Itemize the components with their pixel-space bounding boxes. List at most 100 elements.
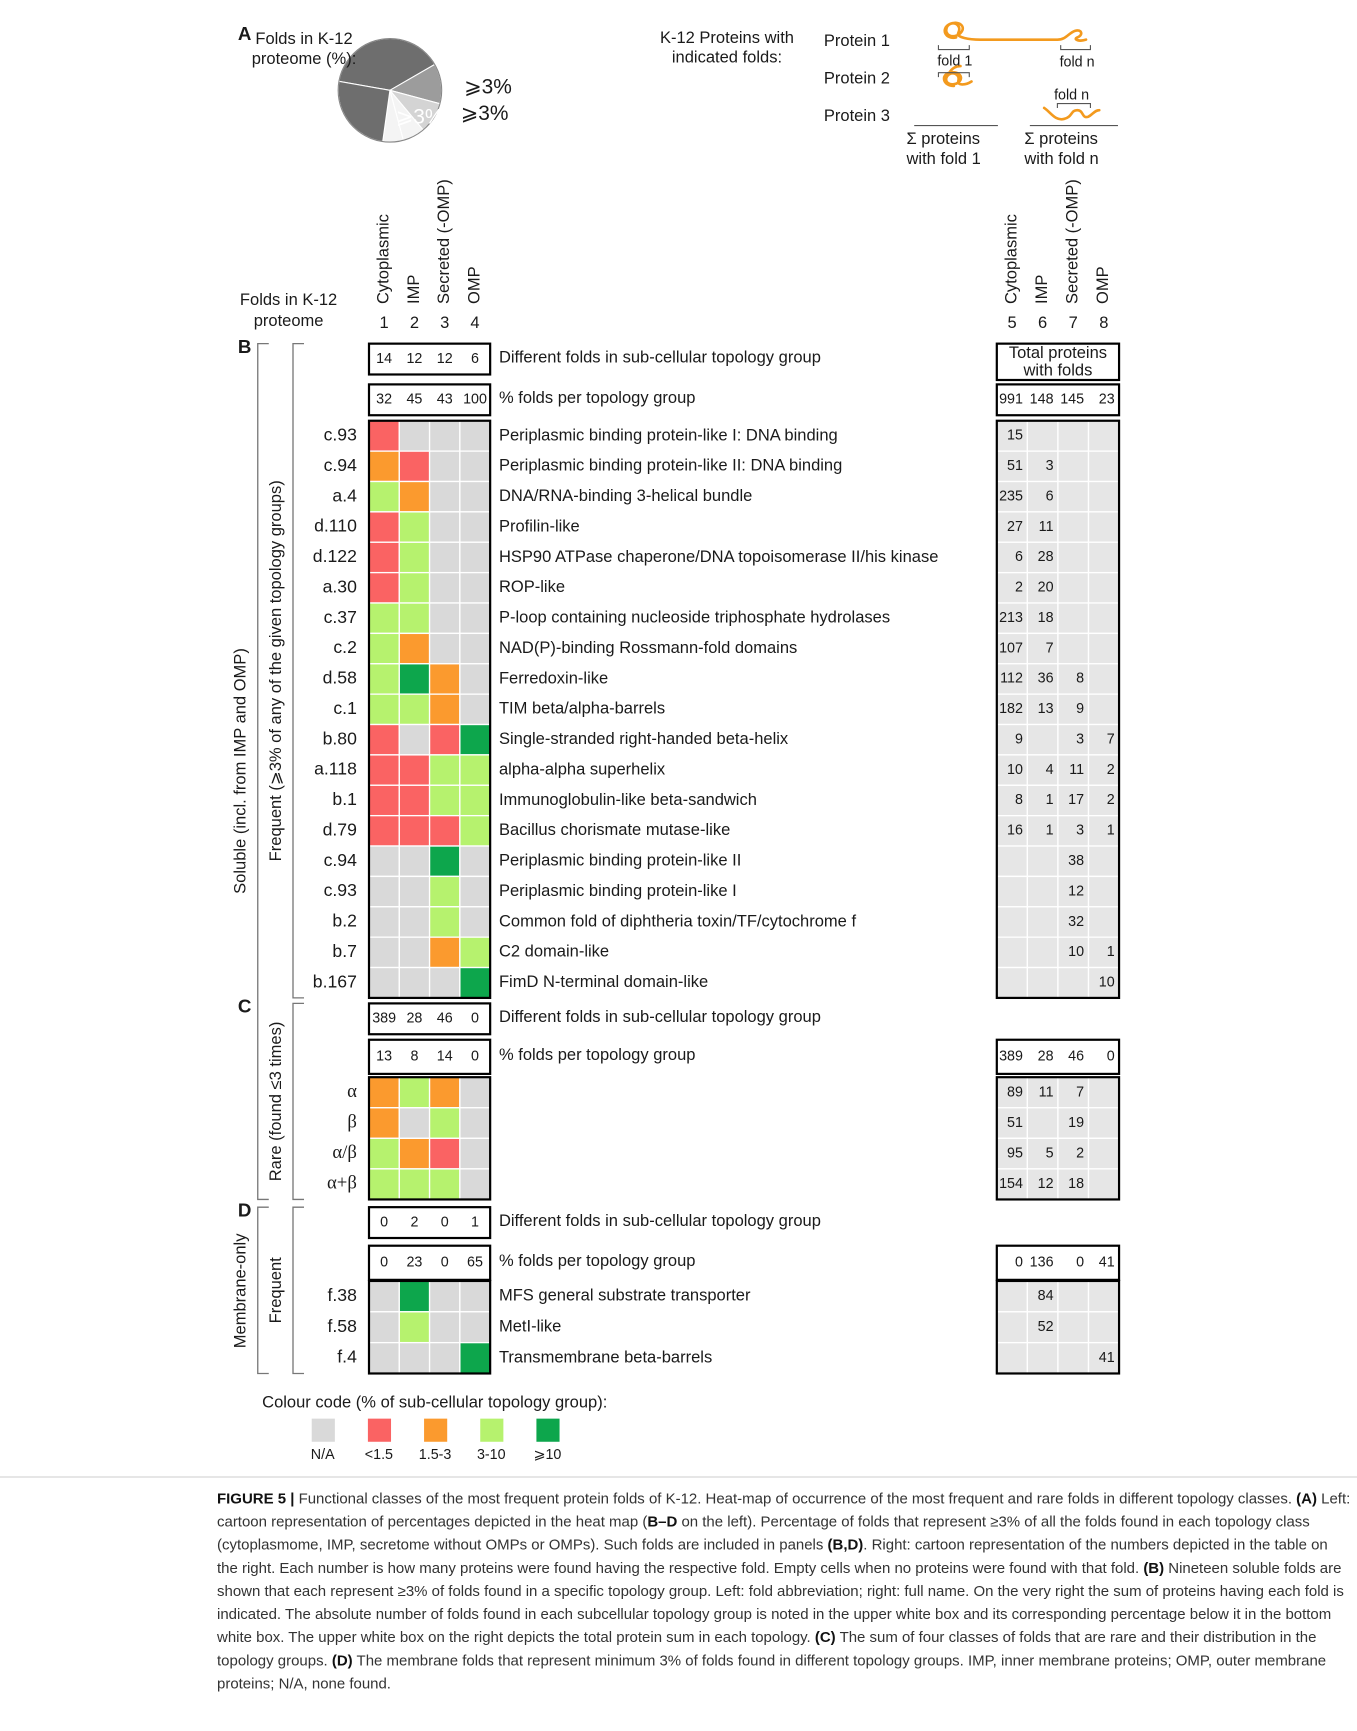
total-value: 145 [1060, 392, 1084, 408]
fold-name: Single-stranded right-handed beta-helix [499, 729, 789, 748]
fold-abbr: b.2 [332, 911, 356, 931]
sum-label: Σ proteins [1024, 129, 1098, 148]
count-value: 32 [1068, 914, 1084, 930]
heat-cell [369, 876, 399, 906]
summary-value: 28 [406, 1011, 422, 1027]
summary-value: 0 [441, 1214, 449, 1230]
heat-cell [430, 785, 460, 815]
count-cell [1027, 1343, 1058, 1374]
count-value: 11 [1069, 762, 1084, 778]
column-header: IMP [1032, 275, 1051, 304]
fold-name: Periplasmic binding protein-like I [499, 881, 737, 900]
heat-cell [369, 937, 399, 967]
heat-cell [399, 512, 429, 542]
summary-value: 14 [376, 351, 392, 367]
count-cell [1058, 451, 1089, 481]
count-cell [1089, 512, 1120, 542]
figure: FIGURE 5 | Functional classes of the mos… [0, 0, 1357, 1731]
fold-name: Transmembrane beta-barrels [499, 1347, 712, 1366]
count-cell [1058, 512, 1089, 542]
heat-cell [399, 968, 429, 998]
fold-abbr: a.30 [323, 576, 357, 596]
heat-cell [460, 664, 490, 694]
heat-cell [430, 542, 460, 572]
pie-label: ⩾3% [396, 105, 444, 128]
heat-cell [369, 1077, 399, 1108]
count-cell [1058, 481, 1089, 511]
fold-abbr: a.118 [314, 759, 357, 779]
fold-abbr: d.110 [314, 516, 357, 536]
heat-cell [369, 816, 399, 846]
count-cell [1089, 421, 1120, 451]
heat-cell [399, 694, 429, 724]
column-header: Cytoplasmic [1001, 214, 1020, 304]
caption-text: (D) [332, 1652, 353, 1669]
heat-cell [460, 694, 490, 724]
count-cell [1089, 542, 1120, 572]
count-cell [1027, 876, 1058, 906]
heat-cell [369, 633, 399, 663]
fold-abbr: d.79 [323, 819, 357, 839]
heat-cell [460, 1312, 490, 1343]
count-value: 41 [1099, 1350, 1115, 1366]
heat-cell [399, 664, 429, 694]
heat-cell [460, 481, 490, 511]
count-value: 7 [1076, 1084, 1084, 1100]
legend-label: 3-10 [477, 1447, 506, 1463]
count-value: 2 [1076, 1145, 1084, 1161]
total-value: 41 [1099, 1255, 1115, 1271]
legend-label: 1.5-3 [419, 1447, 452, 1463]
fold-label: fold n [1060, 55, 1095, 71]
heat-cell [399, 876, 429, 906]
total-value: 148 [1030, 392, 1054, 408]
heat-cell [369, 755, 399, 785]
count-value: 20 [1038, 580, 1054, 596]
count-cell [1058, 542, 1089, 572]
summary-value: 65 [467, 1255, 483, 1271]
summary-label: % folds per topology group [499, 1251, 695, 1270]
heat-cell [460, 542, 490, 572]
fold-abbr: b.1 [332, 789, 356, 809]
count-value: 36 [1038, 671, 1054, 687]
count-value: 112 [1000, 671, 1023, 687]
heat-cell [399, 542, 429, 572]
fold-abbr: a.4 [332, 485, 357, 505]
summary-value: 2 [410, 1214, 418, 1230]
count-cell [1058, 968, 1089, 998]
summary-value: 46 [437, 1011, 453, 1027]
heat-cell [460, 968, 490, 998]
heat-cell [460, 1281, 490, 1312]
row-header: Folds in K-12 [240, 290, 337, 309]
summary-label: Different folds in sub-cellular topology… [499, 1211, 821, 1230]
heat-cell [430, 573, 460, 603]
count-value: 11 [1039, 1084, 1054, 1100]
count-cell [1089, 876, 1120, 906]
fold-abbr: c.94 [324, 850, 357, 870]
legend-label: N/A [311, 1447, 335, 1463]
heat-cell [430, 603, 460, 633]
count-cell [997, 876, 1028, 906]
total-header: Total proteins [1009, 343, 1107, 362]
count-cell [1027, 907, 1058, 937]
fold-abbr: c.94 [324, 455, 357, 475]
heat-cell [460, 785, 490, 815]
count-value: 6 [1046, 488, 1054, 504]
heat-cell [430, 1169, 460, 1200]
protein-label: Protein 1 [824, 31, 890, 50]
count-value: 10 [1007, 762, 1023, 778]
count-cell [1089, 1077, 1120, 1108]
count-value: 1 [1107, 823, 1115, 839]
heat-cell [399, 1281, 429, 1312]
heat-cell [369, 785, 399, 815]
heat-cell [460, 512, 490, 542]
summary-label: % folds per topology group [499, 1045, 695, 1064]
column-number: 8 [1099, 313, 1108, 332]
heat-cell [369, 1108, 399, 1139]
fold-abbr: f.38 [328, 1285, 358, 1305]
heat-cell [399, 725, 429, 755]
fold-abbr: b.7 [332, 941, 356, 961]
column-number: 2 [410, 313, 419, 332]
heat-cell [460, 846, 490, 876]
legend-swatch [368, 1419, 391, 1442]
heat-cell [430, 816, 460, 846]
